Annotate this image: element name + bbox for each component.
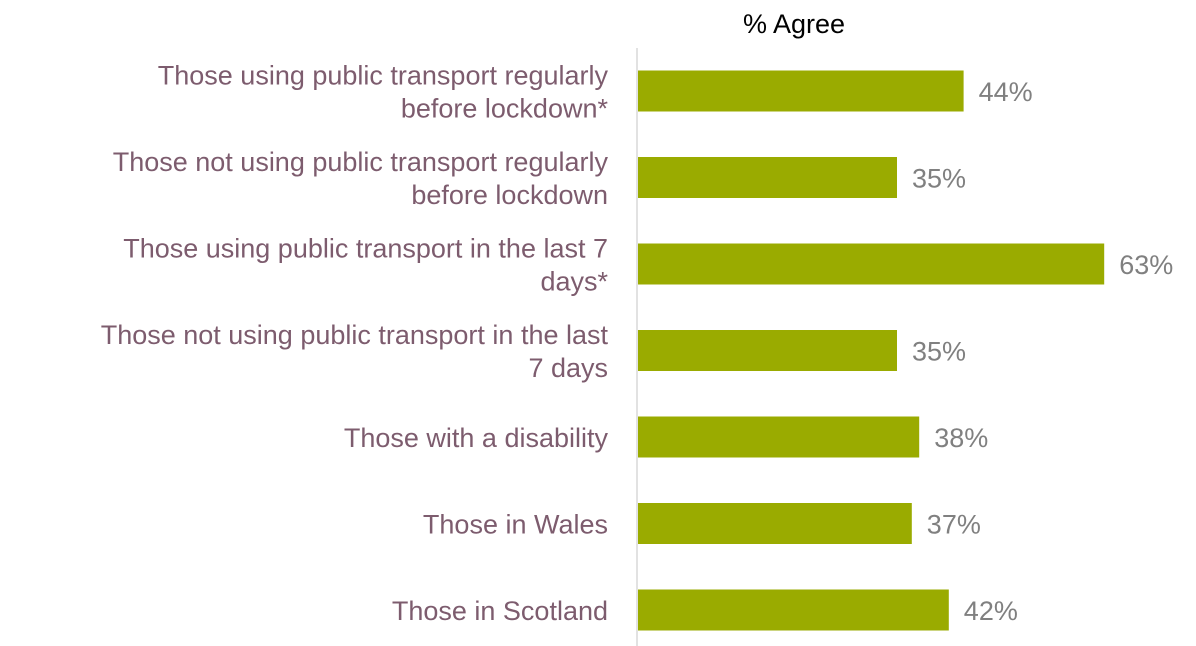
value-label-3: 35% <box>912 337 966 367</box>
category-label-6-line-0: Those in Scotland <box>392 596 608 626</box>
category-labels-group: Those using public transport regularlybe… <box>101 61 609 627</box>
value-label-6: 42% <box>964 596 1018 626</box>
bar-1 <box>638 157 897 198</box>
value-label-2: 63% <box>1119 250 1173 280</box>
category-label-1-line-0: Those not using public transport regular… <box>113 147 609 177</box>
category-label-3-line-1: 7 days <box>528 353 608 383</box>
bar-2 <box>638 243 1105 285</box>
category-label-1-line-1: before lockdown <box>411 180 608 210</box>
bar-6 <box>638 589 949 631</box>
category-label-2-line-0: Those using public transport in the last… <box>123 234 608 264</box>
bar-4 <box>638 416 920 458</box>
value-label-0: 44% <box>979 77 1033 107</box>
category-label-4-line-0: Those with a disability <box>344 423 609 453</box>
category-label-0-line-1: before lockdown* <box>401 94 609 124</box>
bar-5 <box>638 503 912 544</box>
value-label-1: 35% <box>912 164 966 194</box>
category-label-3-line-0: Those not using public transport in the … <box>101 320 609 350</box>
chart-title: % Agree <box>743 9 845 39</box>
category-label-0-line-0: Those using public transport regularly <box>158 61 609 91</box>
value-label-5: 37% <box>927 510 981 540</box>
value-label-4: 38% <box>934 423 988 453</box>
category-label-5-line-0: Those in Wales <box>423 510 608 540</box>
bar-0 <box>638 70 964 112</box>
value-labels-group: 44% 35% 63% 35% 38% 37% 42% <box>912 77 1173 626</box>
bar-3 <box>638 330 897 371</box>
bars-group <box>638 70 1105 631</box>
category-label-2-line-1: days* <box>540 267 608 297</box>
